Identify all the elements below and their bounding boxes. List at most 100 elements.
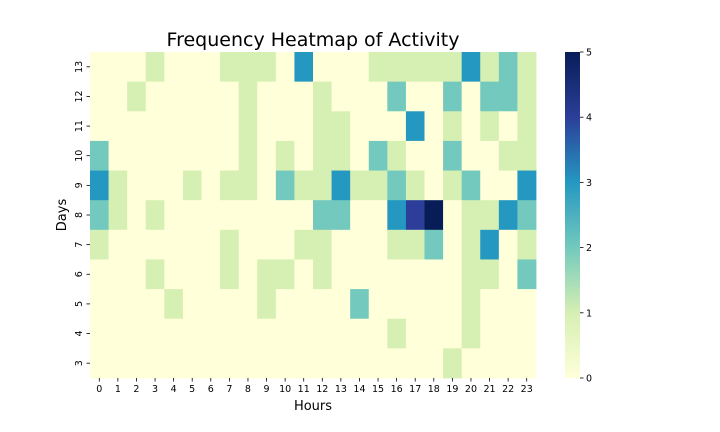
- heatmap-cell: [517, 289, 537, 320]
- heatmap-cell: [145, 289, 165, 320]
- heatmap-cell: [108, 200, 128, 231]
- heatmap-cell: [461, 200, 481, 231]
- x-tick-label: 4: [171, 384, 177, 395]
- heatmap-cell: [275, 52, 295, 83]
- heatmap-cell: [350, 289, 370, 320]
- heatmap-cell: [294, 289, 314, 320]
- heatmap-cell: [145, 81, 165, 112]
- heatmap-cell: [368, 200, 388, 231]
- heatmap-cell: [145, 52, 165, 83]
- x-tick-label: 10: [279, 384, 291, 395]
- heatmap-cell: [238, 289, 258, 320]
- heatmap-cell: [368, 289, 388, 320]
- x-tick-label: 16: [391, 384, 403, 395]
- heatmap-cell: [164, 348, 184, 379]
- heatmap-cell: [313, 140, 332, 171]
- heatmap-cell: [108, 348, 128, 379]
- heatmap-cell: [127, 348, 147, 379]
- heatmap-cell: [145, 318, 165, 349]
- heatmap-cell: [127, 81, 147, 112]
- y-tick-label: 9: [74, 182, 85, 188]
- heatmap-cell: [238, 229, 258, 260]
- heatmap-cell: [220, 259, 240, 290]
- heatmap-cell: [387, 289, 407, 320]
- heatmap-cell: [127, 200, 147, 231]
- heatmap-cell: [220, 289, 240, 320]
- heatmap-cell: [368, 81, 388, 112]
- heatmap-cell: [220, 81, 240, 112]
- heatmap-cell: [145, 229, 165, 260]
- y-tick-label: 7: [74, 242, 85, 248]
- heatmap-cell: [350, 259, 370, 290]
- heatmap-cell: [201, 318, 221, 349]
- heatmap-cell: [368, 52, 388, 83]
- colorbar-tick-label: 5: [586, 48, 592, 59]
- heatmap-cell: [182, 259, 202, 290]
- heatmap-cell: [480, 318, 500, 349]
- heatmap-cell: [145, 348, 165, 379]
- heatmap-cell: [498, 348, 518, 379]
- heatmap-cell: [164, 318, 184, 349]
- heatmap-cell: [313, 200, 332, 231]
- heatmap-cell: [164, 111, 184, 142]
- heatmap-cell: [368, 140, 388, 171]
- heatmap-cell: [108, 81, 128, 112]
- heatmap-cell: [368, 111, 388, 142]
- heatmap-cell: [220, 229, 240, 260]
- heatmap-cell: [443, 289, 463, 320]
- heatmap-cell: [405, 289, 425, 320]
- x-tick-label: 7: [226, 384, 232, 395]
- y-tick-label: 4: [74, 331, 85, 337]
- heatmap-cell: [480, 229, 500, 260]
- x-tick-label: 15: [372, 384, 384, 395]
- heatmap-cell: [108, 229, 128, 260]
- heatmap-cell: [201, 111, 221, 142]
- heatmap-cell: [387, 318, 407, 349]
- heatmap-cell: [275, 200, 295, 231]
- heatmap-cell: [220, 200, 240, 231]
- heatmap-cell: [90, 140, 109, 171]
- heatmap-cell: [257, 229, 277, 260]
- heatmap-cell: [498, 318, 518, 349]
- heatmap-cell: [313, 289, 332, 320]
- heatmap-cell: [443, 111, 463, 142]
- heatmap-cell: [164, 200, 184, 231]
- heatmap-cell: [387, 348, 407, 379]
- heatmap-cell: [294, 140, 314, 171]
- colorbar-tick-label: 4: [586, 113, 592, 124]
- heatmap-cell: [424, 111, 444, 142]
- heatmap-cell: [517, 170, 537, 201]
- heatmap-cell: [424, 289, 444, 320]
- colorbar-tick-label: 1: [586, 308, 592, 319]
- heatmap-cell: [182, 52, 202, 83]
- heatmap-cell: [90, 229, 109, 260]
- heatmap-cell: [405, 348, 425, 379]
- heatmap-cell: [424, 81, 444, 112]
- x-tick-label: 5: [189, 384, 195, 395]
- heatmap-cell: [424, 318, 444, 349]
- heatmap-cell: [517, 111, 537, 142]
- colorbar-tick-label: 3: [586, 178, 592, 189]
- heatmap-cell: [275, 170, 295, 201]
- heatmap-cell: [387, 229, 407, 260]
- heatmap-cell: [405, 52, 425, 83]
- heatmap-cell: [275, 111, 295, 142]
- heatmap-cell: [294, 318, 314, 349]
- heatmap-cell: [164, 140, 184, 171]
- heatmap-cell: [498, 81, 518, 112]
- heatmap-cell: [387, 170, 407, 201]
- heatmap-cell: [294, 81, 314, 112]
- heatmap-cell: [480, 81, 500, 112]
- heatmap-cell: [220, 111, 240, 142]
- x-tick-label: 17: [409, 384, 421, 395]
- y-tick-label: 11: [74, 120, 85, 132]
- x-tick-label: 13: [335, 384, 347, 395]
- heatmap-cell: [517, 348, 537, 379]
- heatmap-cell: [201, 289, 221, 320]
- heatmap-cell: [127, 318, 147, 349]
- heatmap-cell: [108, 140, 128, 171]
- heatmap-cell: [164, 259, 184, 290]
- heatmap-cell: [443, 170, 463, 201]
- heatmap-cell: [498, 200, 518, 231]
- heatmap-cell: [331, 348, 351, 379]
